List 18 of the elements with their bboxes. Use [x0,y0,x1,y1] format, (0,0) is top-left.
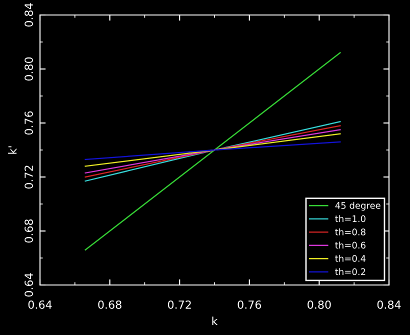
x-tick-label: 0.76 [238,300,262,309]
legend-label: 45 degree [335,202,380,211]
y-tick-label: 0.72 [24,166,33,189]
legend-label: th=0.6 [335,242,366,249]
x-axis-title: k [212,316,218,326]
y-tick-label: 0.68 [24,219,33,243]
y-axis-title: k' [8,146,17,154]
y-tick-label: 0.76 [24,111,33,135]
y-tick-label: 0.84 [24,3,33,27]
legend-label: th=0.2 [335,268,366,276]
x-tick-label: 0.68 [98,300,122,309]
legend-label: th=1.0 [335,215,366,222]
x-tick-label: 0.72 [168,300,191,309]
x-tick-label: 0.80 [308,300,331,309]
x-tick-label: 0.84 [377,300,401,309]
legend-label: th=0.4 [335,254,366,262]
y-tick-label: 0.80 [24,57,33,81]
legend-label: th=0.8 [335,228,366,236]
